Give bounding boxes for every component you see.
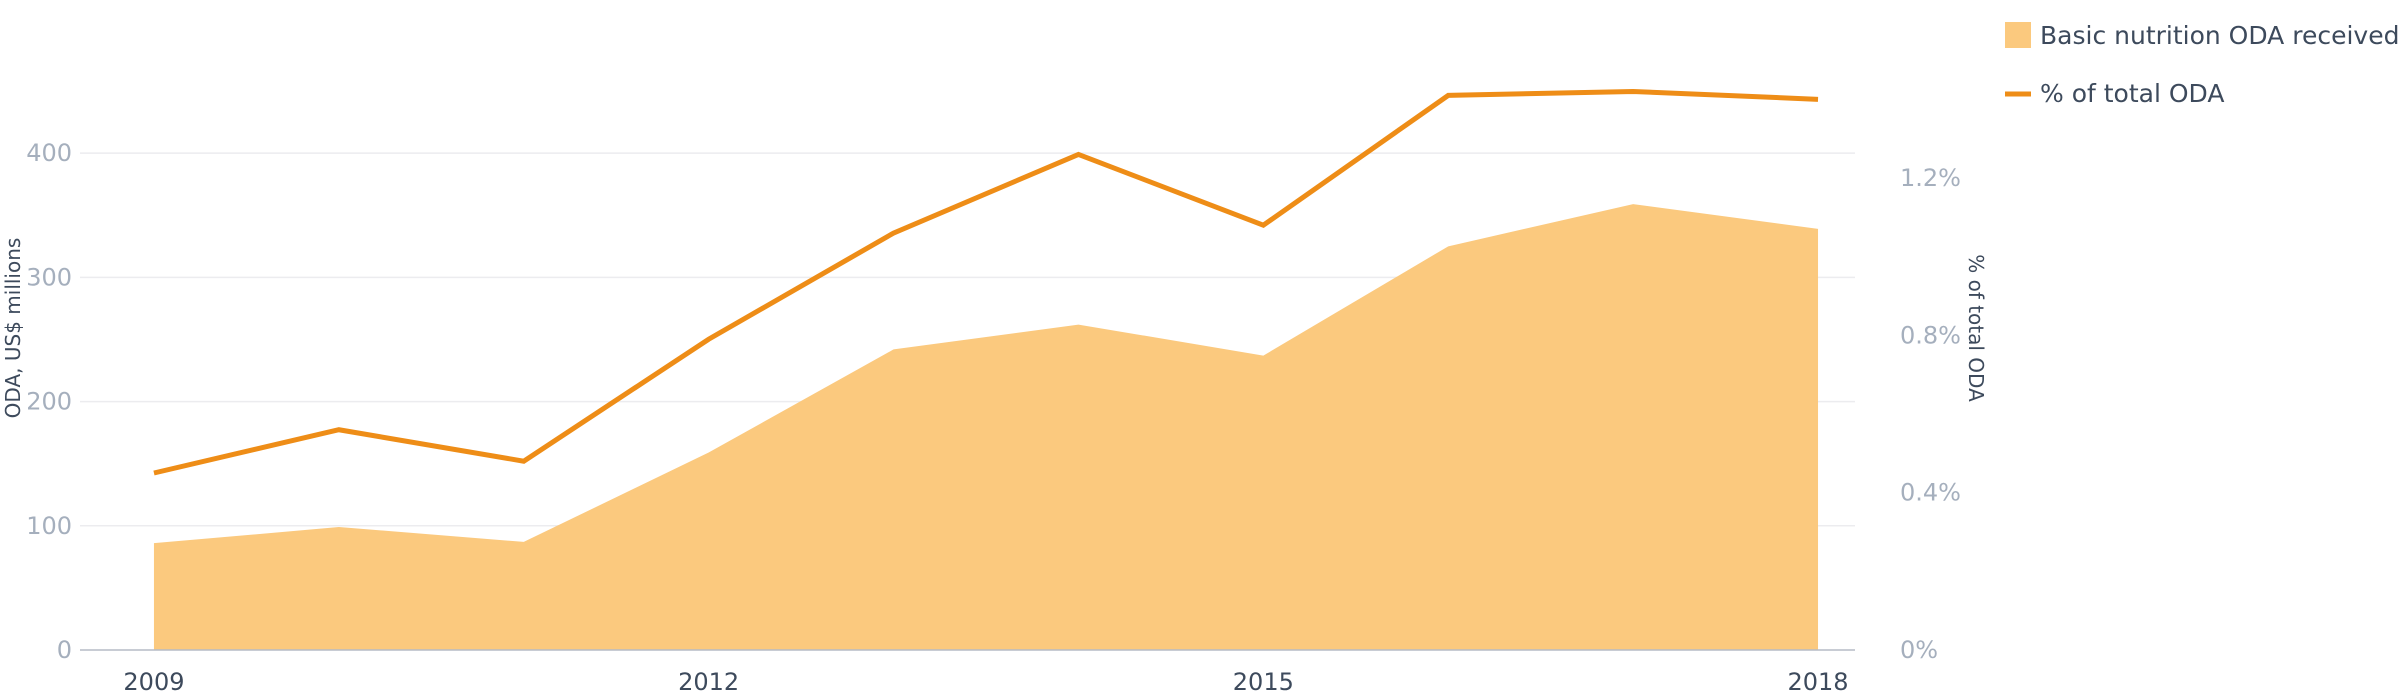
x-axis: 2009 2012 2015 2018	[80, 649, 1855, 696]
legend-line-label: % of total ODA	[2040, 79, 2224, 108]
line-series	[153, 88, 1819, 476]
legend: Basic nutrition ODA received % of total …	[2005, 21, 2399, 108]
area-basic-nutrition-oda	[153, 204, 1819, 650]
line-pct-total-oda	[153, 88, 1819, 476]
x-tick-2015: 2015	[1233, 668, 1294, 696]
y-axis-left-title: ODA, US$ millions	[1, 238, 25, 419]
legend-item-area: Basic nutrition ODA received	[2005, 21, 2399, 50]
y-left-tick-400: 400	[26, 139, 72, 167]
x-tick-2009: 2009	[123, 668, 184, 696]
legend-item-line: % of total ODA	[2005, 79, 2224, 108]
y-right-tick-1.2%: 1.2%	[1900, 164, 1961, 192]
area-series	[153, 204, 1819, 650]
legend-area-label: Basic nutrition ODA received	[2040, 21, 2399, 50]
y-right-tick-0%: 0%	[1900, 636, 1938, 664]
x-tick-2018: 2018	[1787, 668, 1848, 696]
x-tick-2012: 2012	[678, 668, 739, 696]
y-left-tick-300: 300	[26, 263, 72, 291]
y-left-tick-0: 0	[57, 636, 72, 664]
y-right-tick-0.8%: 0.8%	[1900, 321, 1961, 349]
y-axis-left: 0 100 200 300 400	[26, 139, 72, 664]
y-axis-right-title: % of total ODA	[1964, 254, 1988, 402]
legend-area-swatch	[2005, 22, 2031, 48]
y-axis-right: 0% 0.4% 0.8% 1.2%	[1900, 164, 1961, 664]
y-left-tick-100: 100	[26, 512, 72, 540]
y-left-tick-200: 200	[26, 388, 72, 416]
y-right-tick-0.4%: 0.4%	[1900, 479, 1961, 507]
